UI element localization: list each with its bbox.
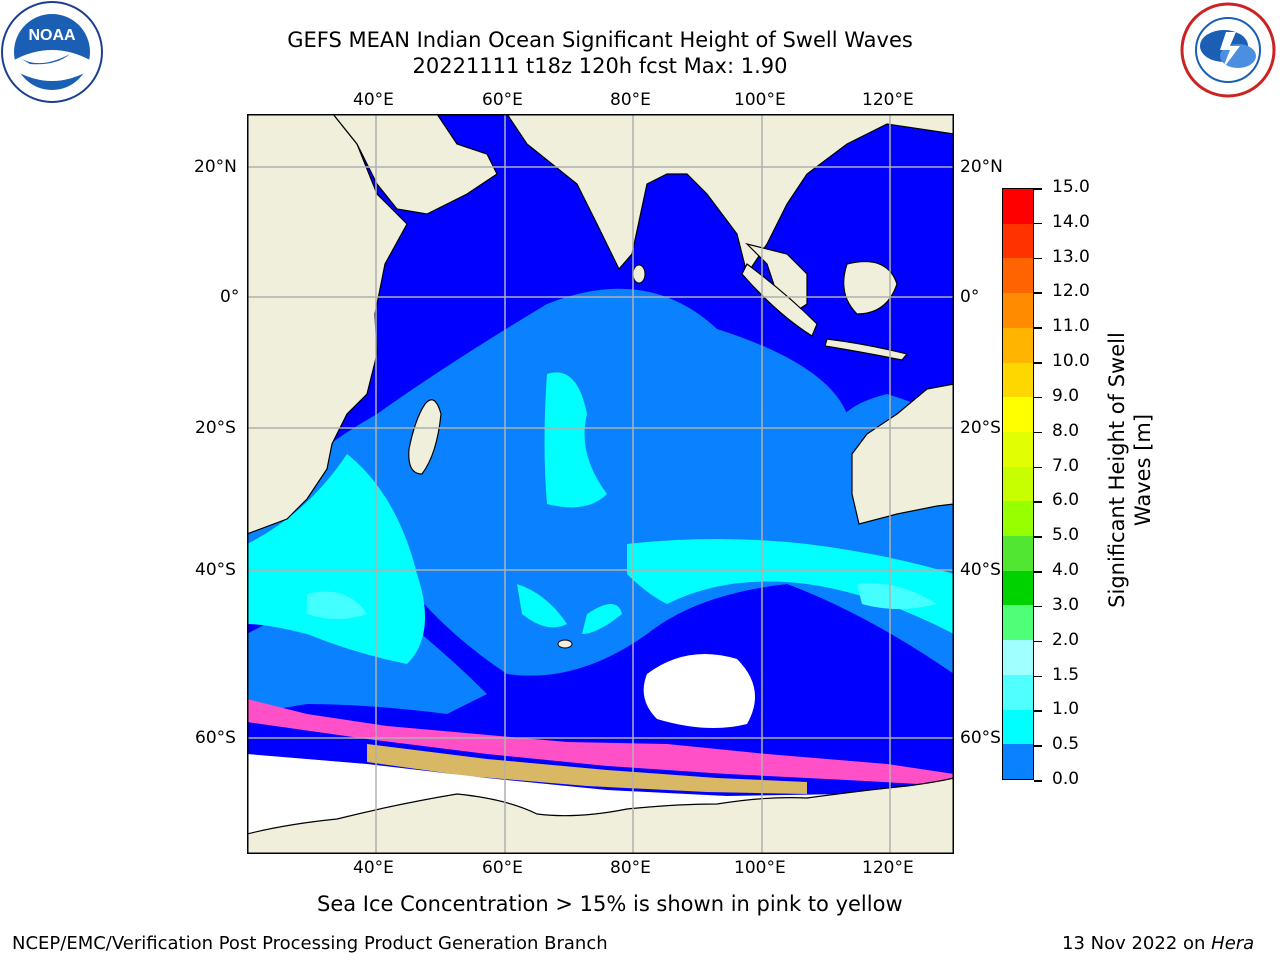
colorbar-segment [1003, 431, 1033, 467]
colorbar-tick-label: 6.0 [1052, 490, 1080, 511]
colorbar-segment [1003, 293, 1033, 328]
noaa-logo-icon: NOAA [0, 0, 104, 104]
colorbar-tick-mark [1034, 745, 1042, 747]
colorbar-tick-mark [1034, 327, 1042, 329]
colorbar-tick-mark [1034, 710, 1042, 712]
map-title-line1: GEFS MEAN Indian Ocean Significant Heigh… [287, 28, 913, 52]
lat-label-right-60s: 60°S [960, 728, 1001, 748]
colorbar-tick-label: 0.0 [1052, 769, 1080, 789]
colorbar-tick-mark [1034, 188, 1042, 190]
lon-label-bottom-80e: 80°E [610, 858, 651, 878]
colorbar-tick-label: 4.0 [1052, 560, 1080, 581]
colorbar-tick-mark [1034, 396, 1042, 399]
colorbar-segment [1003, 674, 1033, 710]
colorbar-segment [1003, 223, 1033, 259]
footer-date-text: 13 Nov 2022 on [1062, 933, 1212, 954]
lon-label-top-40e: 40°E [353, 90, 394, 110]
colorbar-label-line2: Waves [m] [1131, 413, 1155, 527]
colorbar-tick-label: 15.0 [1052, 177, 1090, 197]
colorbar-segment [1003, 640, 1033, 675]
lat-label-left-20s: 20°S [195, 418, 236, 438]
sea-ice-note: Sea Ice Concentration > 15% is shown in … [317, 892, 903, 916]
colorbar-tick-label: 5.0 [1052, 525, 1080, 546]
colorbar-segment [1003, 570, 1033, 606]
colorbar-segment [1003, 189, 1033, 224]
lat-label-left-40s: 40°S [195, 560, 236, 580]
colorbar-tick-label: 0.5 [1052, 734, 1080, 755]
colorbar-tick-mark [1034, 501, 1042, 503]
colorbar-segment [1003, 744, 1033, 779]
colorbar-tick-label: 14.0 [1052, 211, 1090, 232]
lat-label-left-0: 0° [220, 287, 240, 307]
footer-branch: NCEP/EMC/Verification Post Processing Pr… [12, 933, 608, 954]
colorbar-tick-label: 8.0 [1052, 420, 1080, 441]
colorbar-segment [1003, 327, 1033, 363]
colorbar-tick-label: 1.5 [1052, 664, 1080, 685]
map-panel [246, 113, 955, 855]
colorbar-tick-mark [1034, 292, 1042, 294]
lon-label-bottom-120e: 120°E [862, 858, 914, 878]
colorbar-tick-mark [1034, 640, 1042, 643]
lon-label-top-120e: 120°E [862, 90, 914, 110]
colorbar-tick-mark [1034, 362, 1042, 364]
colorbar-tick-label: 9.0 [1052, 385, 1080, 406]
colorbar-label: Significant Height of Swell Waves [m] [1104, 260, 1156, 680]
colorbar-segment [1003, 709, 1033, 745]
footer-date: 13 Nov 2022 on Hera [1062, 933, 1254, 954]
colorbar-tick-mark [1034, 536, 1042, 538]
lon-label-bottom-100e: 100°E [734, 858, 786, 878]
svg-text:NOAA: NOAA [28, 27, 76, 44]
colorbar [1002, 188, 1034, 780]
lon-label-bottom-60e: 60°E [482, 858, 523, 878]
colorbar-tick-mark [1034, 257, 1042, 260]
colorbar-tick-mark [1034, 571, 1042, 573]
lon-label-bottom-40e: 40°E [353, 858, 394, 878]
colorbar-tick-mark [1034, 780, 1042, 782]
colorbar-label-line1: Significant Height of Swell [1105, 332, 1129, 608]
colorbar-segment [1003, 466, 1033, 502]
colorbar-tick-label: 7.0 [1052, 455, 1080, 476]
lon-label-top-80e: 80°E [610, 90, 651, 110]
colorbar-tick-label: 13.0 [1052, 246, 1090, 267]
colorbar-tick-mark [1034, 222, 1042, 225]
lat-label-right-0: 0° [960, 287, 980, 307]
colorbar-tick-label: 12.0 [1052, 281, 1090, 302]
lat-label-right-20n: 20°N [960, 157, 1003, 177]
colorbar-tick-label: 10.0 [1052, 351, 1090, 372]
colorbar-tick-mark [1034, 605, 1042, 608]
colorbar-segment [1003, 605, 1033, 641]
lon-label-top-60e: 60°E [482, 90, 523, 110]
colorbar-segment [1003, 362, 1033, 398]
footer-host: Hera [1211, 933, 1255, 954]
lat-label-right-20s: 20°S [960, 418, 1001, 438]
lat-label-left-20n: 20°N [194, 157, 237, 177]
lat-label-left-60s: 60°S [195, 728, 236, 748]
nws-logo-icon [1176, 0, 1280, 100]
colorbar-segment [1003, 258, 1033, 294]
colorbar-tick-mark [1034, 466, 1042, 469]
colorbar-tick-mark [1034, 675, 1042, 678]
lon-label-top-100e: 100°E [734, 90, 786, 110]
colorbar-tick-label: 2.0 [1052, 629, 1080, 650]
map-title-line2: 20221111 t18z 120h fcst Max: 1.90 [412, 54, 788, 78]
colorbar-tick-mark [1034, 431, 1042, 434]
colorbar-tick-label: 11.0 [1052, 316, 1090, 337]
lat-label-right-40s: 40°S [960, 560, 1001, 580]
colorbar-ticks: 15.0 14.0 13.0 12.0 11.0 10.0 9.0 8.0 7.0 6.0 5.0 4… [1034, 177, 1120, 789]
colorbar-tick-label: 3.0 [1052, 594, 1080, 615]
colorbar-tick-label: 1.0 [1052, 699, 1080, 720]
colorbar-segment [1003, 501, 1033, 537]
colorbar-segment [1003, 536, 1033, 571]
colorbar-segment [1003, 397, 1033, 432]
